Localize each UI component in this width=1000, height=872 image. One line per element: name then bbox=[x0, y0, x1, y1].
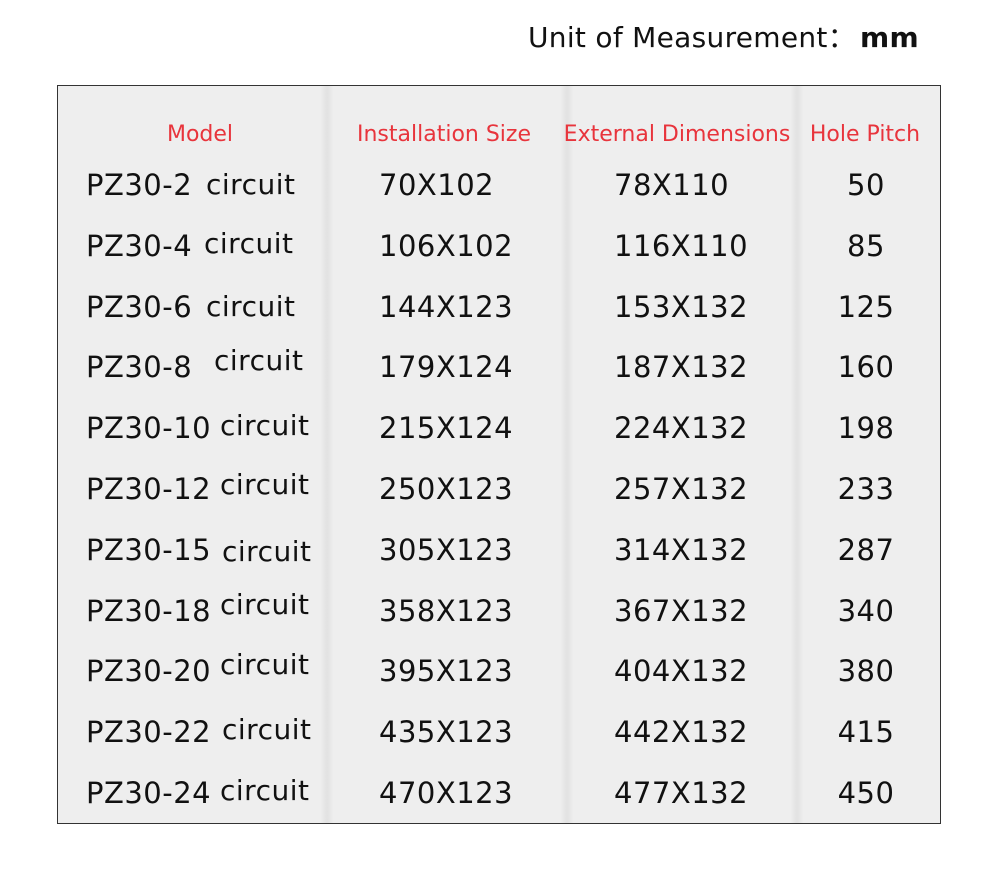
hole-pitch: 85 bbox=[847, 228, 885, 263]
model-suffix: circuit bbox=[220, 587, 310, 621]
unit-label: Unit of Measurement： bbox=[528, 21, 857, 54]
table-row: PZ30-4 circuit 106X102 116X110 85 bbox=[58, 226, 940, 289]
hole-pitch: 160 bbox=[837, 350, 895, 385]
hole-pitch: 125 bbox=[837, 289, 895, 324]
installation-size: 305X123 bbox=[379, 532, 514, 567]
external-dimensions: 367X132 bbox=[614, 593, 749, 628]
external-dimensions: 404X132 bbox=[614, 654, 749, 689]
external-dimensions: 116X110 bbox=[614, 228, 749, 263]
hole-pitch: 198 bbox=[837, 411, 895, 446]
model-name: PZ30-15 bbox=[86, 532, 212, 567]
header-installation-size: Installation Size bbox=[356, 122, 532, 147]
header-external-dimensions: External Dimensions bbox=[563, 122, 791, 147]
model-name: PZ30-20 bbox=[86, 654, 212, 689]
installation-size: 106X102 bbox=[379, 228, 514, 263]
model-name: PZ30-18 bbox=[86, 593, 212, 628]
hole-pitch: 450 bbox=[837, 776, 895, 810]
table-row: PZ30-12 circuit 250X123 257X132 233 bbox=[58, 468, 940, 532]
column-divider bbox=[320, 86, 334, 823]
spec-table: Model Installation Size External Dimensi… bbox=[57, 85, 941, 824]
model-suffix: circuit bbox=[206, 289, 296, 323]
model-suffix: circuit bbox=[220, 774, 310, 807]
model-name: PZ30-4 bbox=[86, 228, 193, 263]
model-suffix: circuit bbox=[220, 648, 310, 682]
installation-size: 70X102 bbox=[379, 168, 495, 202]
table-row: PZ30-15 circuit 305X123 314X132 287 bbox=[58, 533, 940, 593]
hole-pitch: 233 bbox=[837, 472, 895, 506]
hole-pitch: 340 bbox=[837, 593, 895, 628]
external-dimensions: 78X110 bbox=[614, 168, 730, 202]
column-divider bbox=[790, 86, 804, 823]
header-hole-pitch: Hole Pitch bbox=[809, 122, 921, 147]
hole-pitch: 380 bbox=[837, 654, 895, 689]
external-dimensions: 477X132 bbox=[614, 776, 749, 810]
installation-size: 435X123 bbox=[379, 715, 514, 750]
model-name: PZ30-6 bbox=[86, 289, 193, 324]
model-suffix: circuit bbox=[222, 713, 312, 747]
model-suffix: circuit bbox=[220, 468, 310, 501]
table-row: PZ30-22 circuit 435X123 442X132 415 bbox=[58, 713, 940, 775]
model-suffix: circuit bbox=[214, 344, 304, 378]
installation-size: 395X123 bbox=[379, 654, 514, 689]
model-name: PZ30-8 bbox=[86, 350, 193, 385]
model-suffix: circuit bbox=[204, 226, 294, 260]
unit-of-measurement: Unit of Measurement： mm bbox=[528, 16, 919, 56]
table-row: PZ30-10 circuit 215X124 224X132 198 bbox=[58, 409, 940, 471]
model-suffix: circuit bbox=[206, 168, 296, 201]
installation-size: 470X123 bbox=[379, 776, 514, 810]
external-dimensions: 224X132 bbox=[614, 411, 749, 446]
hole-pitch: 50 bbox=[847, 168, 885, 202]
unit-value: mm bbox=[860, 21, 919, 54]
model-name: PZ30-22 bbox=[86, 715, 212, 750]
hole-pitch: 415 bbox=[837, 715, 895, 750]
column-divider bbox=[560, 86, 574, 823]
external-dimensions: 153X132 bbox=[614, 289, 749, 324]
table-row: PZ30-18 circuit 358X123 367X132 340 bbox=[58, 588, 940, 654]
table-row: PZ30-24 circuit 470X123 477X132 450 bbox=[58, 774, 940, 836]
external-dimensions: 257X132 bbox=[614, 472, 749, 506]
external-dimensions: 442X132 bbox=[614, 715, 749, 750]
model-name: PZ30-24 bbox=[86, 776, 212, 810]
table-row: PZ30-8 circuit 179X124 187X132 160 bbox=[58, 344, 940, 410]
header-model: Model bbox=[166, 122, 234, 147]
table-row: PZ30-20 circuit 395X123 404X132 380 bbox=[58, 648, 940, 714]
table-row: PZ30-2 circuit 70X102 78X110 50 bbox=[58, 168, 940, 228]
external-dimensions: 314X132 bbox=[614, 532, 749, 567]
model-name: PZ30-10 bbox=[86, 411, 212, 446]
installation-size: 179X124 bbox=[379, 350, 514, 385]
installation-size: 144X123 bbox=[379, 289, 514, 324]
installation-size: 215X124 bbox=[379, 411, 514, 446]
model-name: PZ30-12 bbox=[86, 472, 212, 506]
model-suffix: circuit bbox=[222, 534, 312, 568]
table-row: PZ30-6 circuit 144X123 153X132 125 bbox=[58, 290, 940, 350]
model-suffix: circuit bbox=[220, 409, 310, 443]
external-dimensions: 187X132 bbox=[614, 350, 749, 385]
hole-pitch: 287 bbox=[837, 532, 895, 567]
installation-size: 250X123 bbox=[379, 472, 514, 506]
installation-size: 358X123 bbox=[379, 593, 514, 628]
model-name: PZ30-2 bbox=[86, 168, 193, 202]
